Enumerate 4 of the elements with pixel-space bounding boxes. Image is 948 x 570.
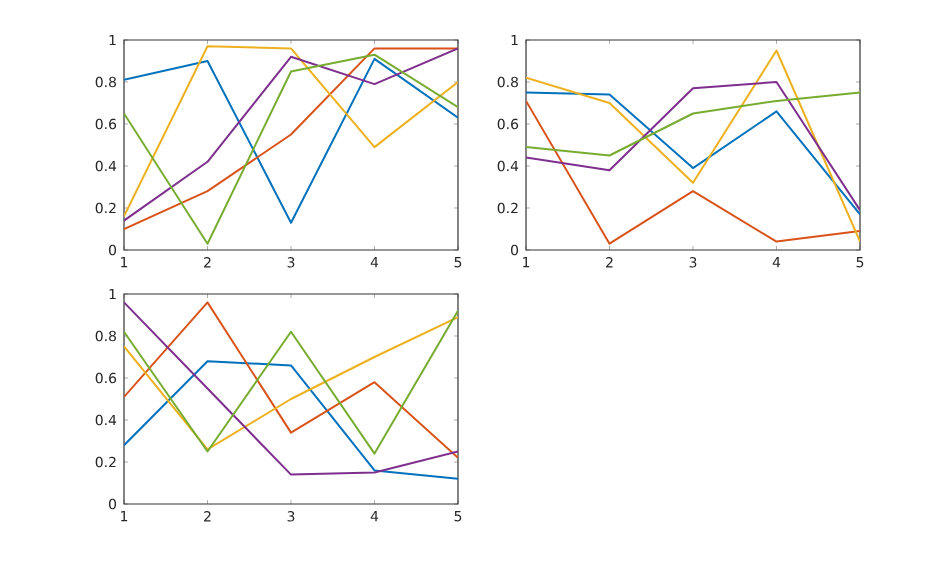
line-series — [526, 49, 860, 243]
line-series — [124, 360, 458, 480]
line-series — [526, 91, 860, 157]
line-series — [526, 99, 860, 245]
